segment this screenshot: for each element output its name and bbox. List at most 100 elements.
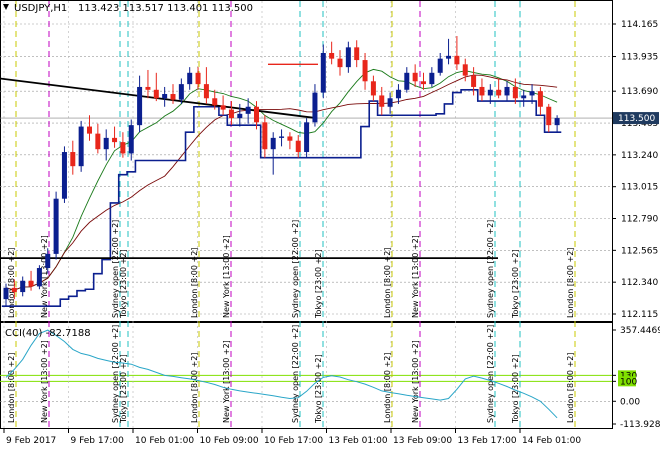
session-label: London [8:00 +2] bbox=[190, 353, 199, 423]
ohlc-readout: 113.423 113.517 113.401 113.500 bbox=[78, 3, 253, 14]
session-label: New York [13:00 +2] bbox=[411, 235, 420, 318]
candle-body bbox=[337, 58, 343, 68]
cci-level-tag bbox=[618, 376, 636, 387]
session-markers: London [8:00 +2] London [8:00 +2] New York… bbox=[7, 1, 576, 428]
candle-body bbox=[329, 53, 335, 59]
price-tick-label: 113.935 bbox=[621, 53, 658, 63]
candle-body bbox=[429, 72, 435, 85]
time-tick-label: 13 Feb 09:00 bbox=[393, 436, 452, 446]
session-label: Tokyo [23:00 +2] bbox=[511, 354, 520, 424]
cci-label: CCI(40) -82.7188 bbox=[5, 328, 91, 339]
candle-body bbox=[537, 91, 543, 107]
session-label: Tokyo [23:00 +2] bbox=[511, 249, 520, 319]
price-panel[interactable] bbox=[0, 0, 613, 322]
candle-body bbox=[521, 95, 527, 99]
candle-body bbox=[162, 94, 168, 99]
candle-body bbox=[120, 142, 126, 154]
price-tick-label: 113.690 bbox=[621, 87, 658, 97]
candle-body bbox=[462, 64, 468, 76]
cci-level-tag bbox=[618, 370, 636, 381]
candle-body bbox=[487, 89, 493, 96]
candle-body bbox=[3, 287, 9, 300]
session-label: London [8:00 +2] bbox=[7, 353, 16, 423]
time-tick-label: 14 Feb 01:00 bbox=[522, 436, 581, 446]
candle-body bbox=[61, 152, 67, 199]
time-tick-label: 13 Feb 17:00 bbox=[458, 436, 517, 446]
candle-body bbox=[87, 126, 92, 134]
time-tick-label: 10 Feb 01:00 bbox=[135, 436, 194, 446]
candle-body bbox=[421, 81, 426, 85]
candle-body bbox=[178, 84, 184, 100]
candle-body bbox=[412, 72, 418, 82]
session-label: Sydney open [22:00 +2] bbox=[486, 220, 495, 318]
candle-body bbox=[554, 118, 560, 126]
candle-body bbox=[45, 253, 51, 269]
session-label: Sydney open [22:00 +2] bbox=[111, 325, 120, 423]
price-tick-label: 113.240 bbox=[621, 151, 658, 161]
time-tick-label: 9 Feb 17:00 bbox=[71, 436, 125, 446]
candle-body bbox=[370, 81, 376, 96]
candle-body bbox=[287, 136, 293, 141]
time-tick-label: 10 Feb 17:00 bbox=[264, 436, 323, 446]
candle-body bbox=[95, 133, 101, 150]
candle-body bbox=[262, 122, 268, 150]
candle-body bbox=[395, 89, 401, 99]
candle-body bbox=[379, 95, 385, 107]
session-label: Tokyo [23:00 +2] bbox=[314, 249, 323, 319]
price-tick-label: 112.115 bbox=[621, 310, 658, 320]
candle-body bbox=[195, 72, 201, 85]
candle-body bbox=[53, 198, 59, 254]
session-label: Sydney open [22:00 +2] bbox=[291, 220, 300, 318]
candle-body bbox=[529, 91, 535, 96]
session-label: New York [13:00 +2] bbox=[222, 235, 231, 318]
candle-body bbox=[512, 86, 518, 99]
candle-body bbox=[245, 106, 251, 114]
candle-body bbox=[237, 113, 243, 119]
session-label: Sydney open [22:00 +2] bbox=[486, 325, 495, 423]
cci-line bbox=[5, 329, 558, 419]
session-label: London [8:00 +2] bbox=[566, 353, 575, 423]
session-label: New York [13:00 +2] bbox=[222, 340, 231, 423]
candle-body bbox=[170, 94, 176, 100]
candle-body bbox=[70, 152, 76, 167]
candle-body bbox=[504, 86, 510, 96]
candle-body bbox=[220, 105, 226, 110]
price-tick-label: 113.015 bbox=[621, 183, 658, 193]
candle-body bbox=[446, 55, 452, 59]
current-price-tag-label: 113.500 bbox=[618, 114, 655, 124]
candle-body bbox=[362, 60, 368, 82]
session-label: Tokyo [23:00 +2] bbox=[119, 249, 128, 319]
session-label: London [8:00 +2] bbox=[566, 248, 575, 318]
session-label: New York [13:00 +2] bbox=[40, 340, 49, 423]
candle-body bbox=[203, 84, 209, 99]
session-label: London [8:00 +2] bbox=[7, 248, 16, 318]
candle-body bbox=[187, 72, 193, 85]
price-tick-label: 112.565 bbox=[621, 246, 658, 256]
candle-body bbox=[153, 89, 159, 99]
cci-series bbox=[5, 329, 558, 419]
session-label: Tokyo [23:00 +2] bbox=[119, 354, 128, 424]
cci-tick-label: -113.9283 bbox=[620, 420, 660, 430]
time-tick-label: 13 Feb 01:00 bbox=[329, 436, 388, 446]
time-tick-label: 10 Feb 09:00 bbox=[200, 436, 259, 446]
candle-body bbox=[354, 47, 360, 61]
candle-body bbox=[254, 106, 259, 123]
candle-body bbox=[112, 137, 118, 143]
session-label: Sydney open [22:00 +2] bbox=[111, 220, 120, 318]
time-tick-label: 9 Feb 2017 bbox=[6, 436, 56, 446]
candle-body bbox=[103, 137, 109, 150]
candle-body bbox=[279, 136, 285, 138]
candle-body bbox=[145, 86, 151, 90]
candle-body bbox=[404, 72, 410, 90]
candle-body bbox=[546, 106, 552, 126]
candle-body bbox=[304, 122, 310, 153]
axes: 114.165113.935113.690113.465113.240113.0… bbox=[3, 20, 660, 446]
price-tick-label: 114.165 bbox=[621, 20, 658, 30]
session-label: London [8:00 +2] bbox=[383, 248, 392, 318]
candle-body bbox=[36, 268, 42, 287]
candle-body bbox=[387, 98, 393, 107]
candles bbox=[3, 36, 560, 307]
candle-body bbox=[295, 140, 301, 153]
